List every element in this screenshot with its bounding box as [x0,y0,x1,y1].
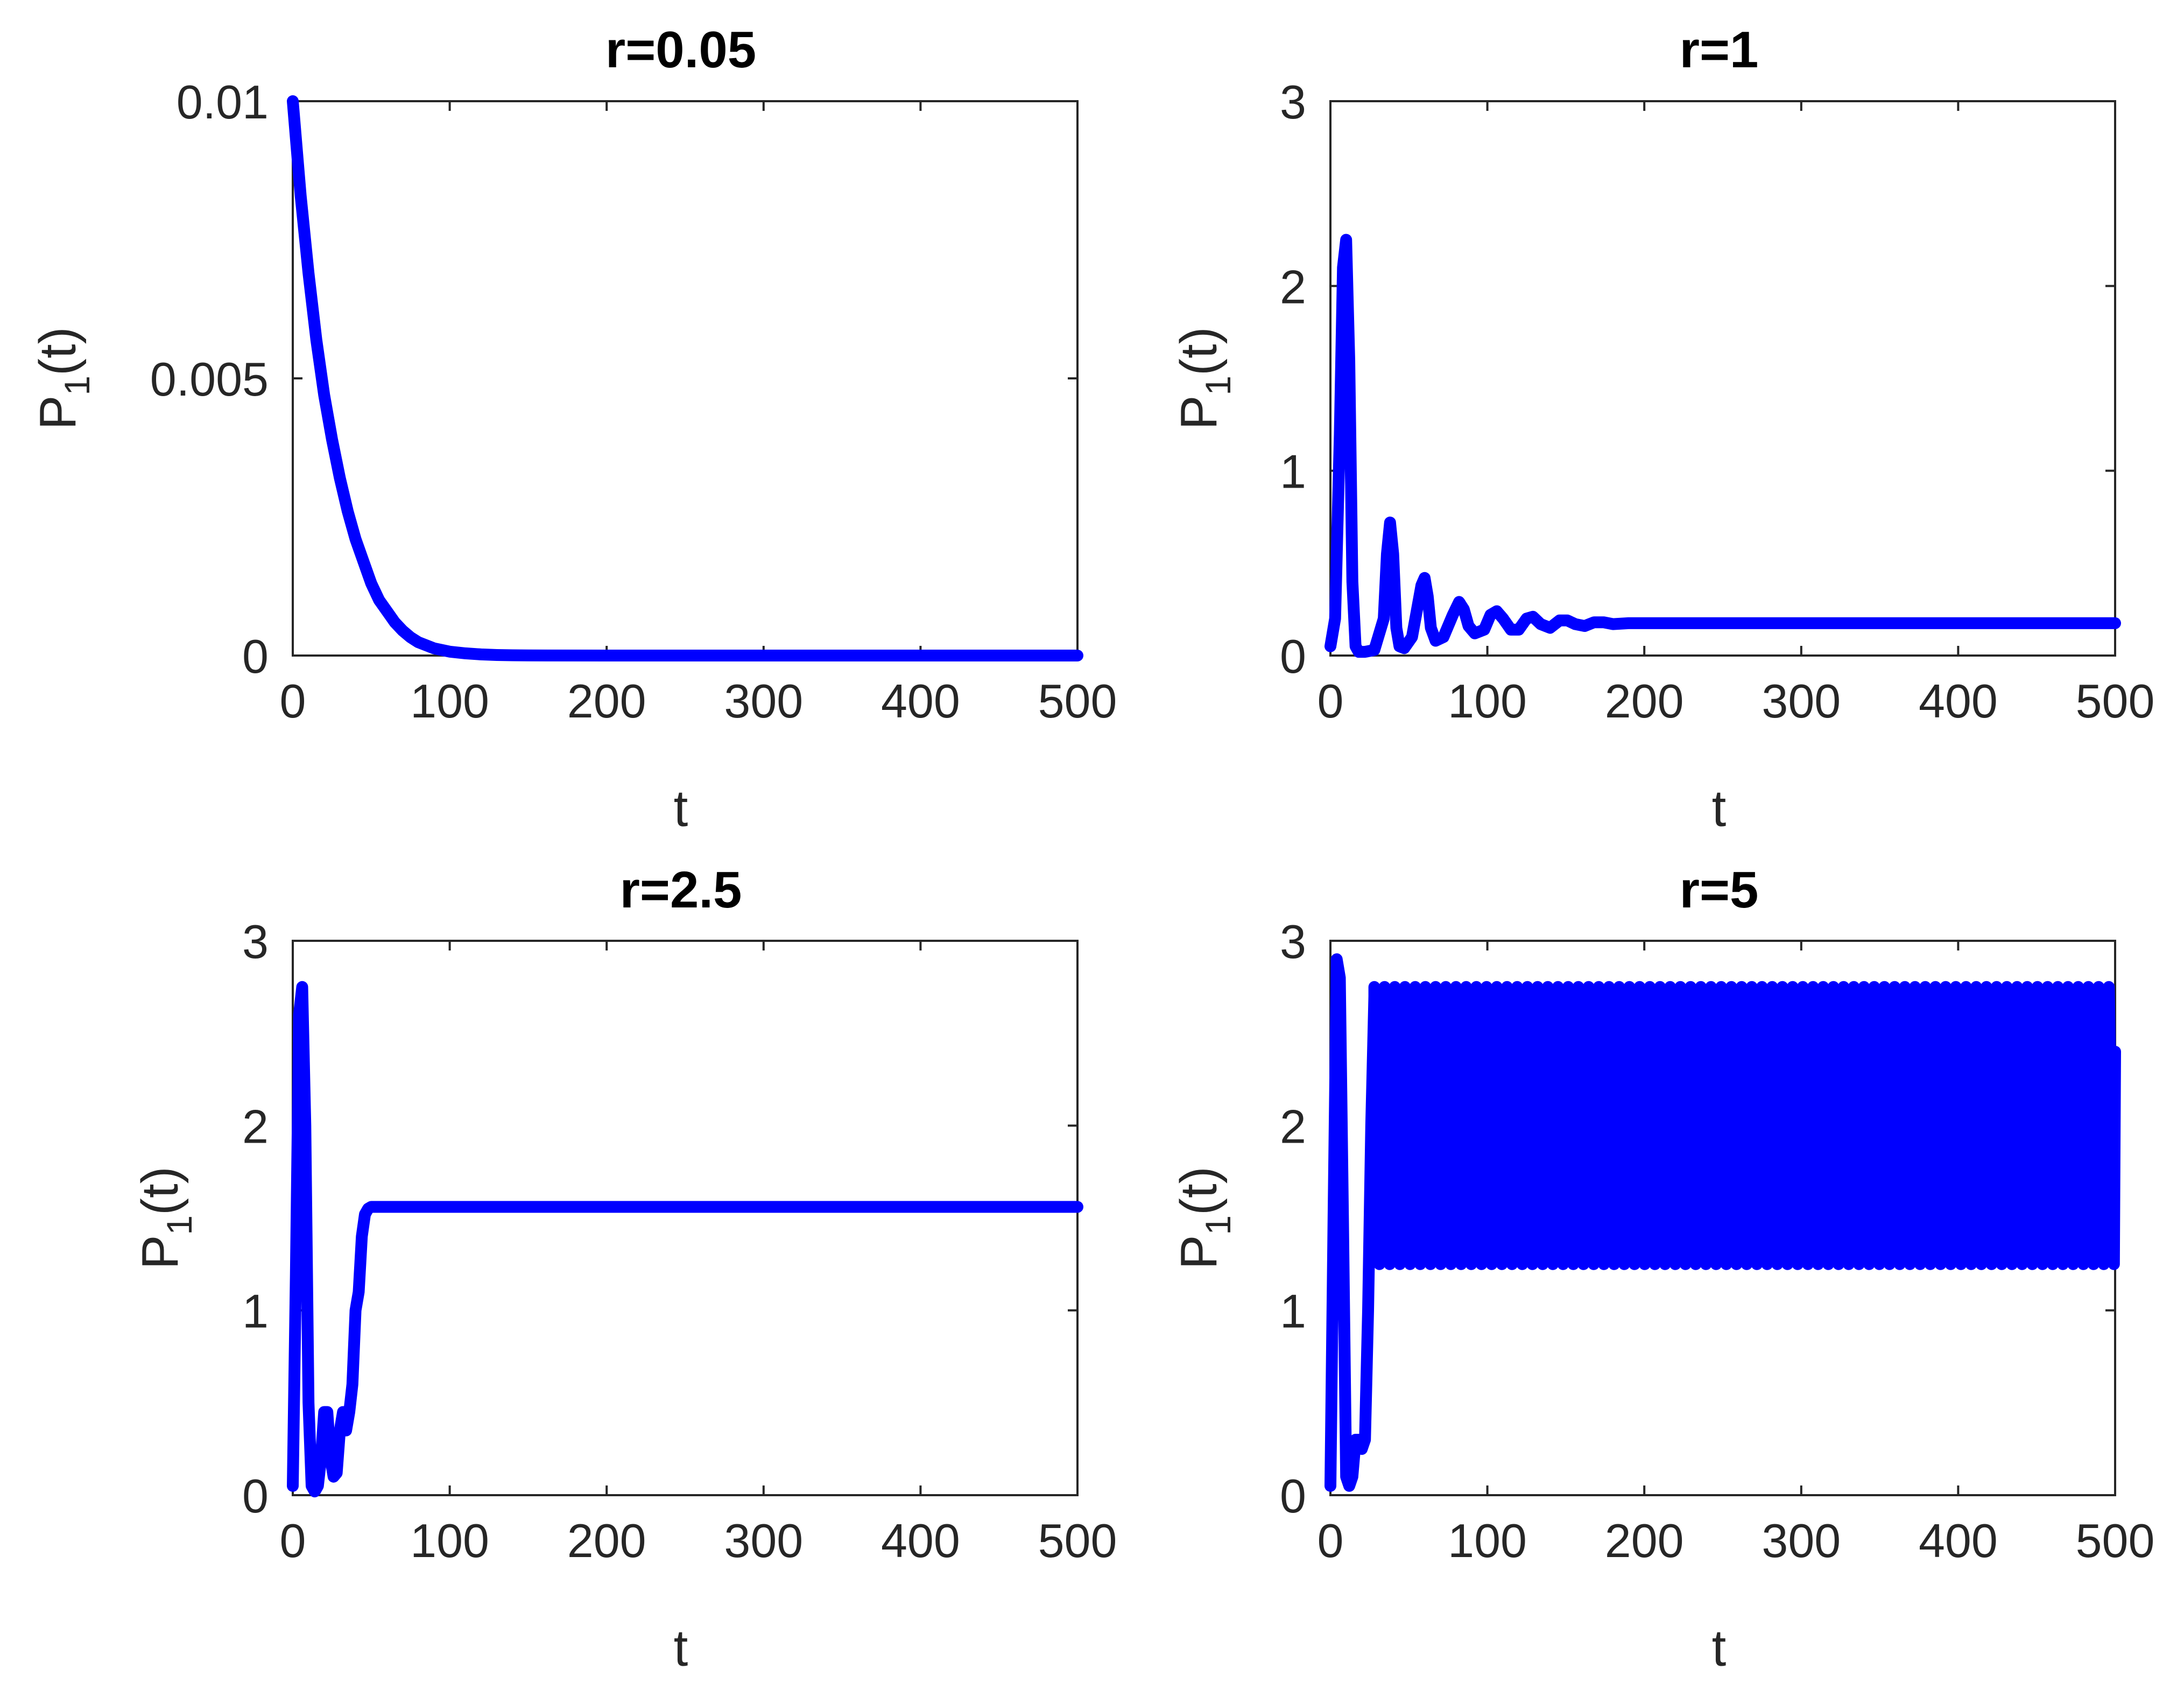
x-tick-label: 0 [1318,674,1344,728]
x-tick-label: 100 [410,674,489,728]
y-axis-label-suffix: (t) [29,327,87,376]
subplot-r-0-05: r=0.05 0 100 200 300 400 500 0 0.005 0.01 t P1(… [29,21,1117,837]
x-tick-label: 200 [567,1514,646,1567]
y-axis-label-subscript: 1 [57,376,97,396]
y-tick-label: 1 [1280,1285,1306,1338]
y-tick-labels: 0 1 2 3 [242,915,269,1523]
x-tick-label: 500 [1038,674,1117,728]
y-tick-label: 2 [242,1100,269,1153]
x-tick-label: 400 [881,1514,960,1567]
x-tick-labels: 0 100 200 300 400 500 [280,674,1117,728]
y-tick-label: 0 [1280,1469,1306,1523]
y-tick-labels: 0 0.005 0.01 [150,75,269,683]
y-axis-label-suffix: (t) [1170,327,1228,376]
y-tick-label: 3 [1280,915,1306,968]
y-tick-label: 0 [1280,630,1306,683]
series-line [1325,234,2121,658]
x-tick-label: 400 [1919,1514,1998,1567]
y-axis-label-suffix: (t) [1170,1166,1228,1215]
x-tick-label: 200 [1605,674,1684,728]
axes-frame [292,940,1079,1496]
y-axis-label-subscript: 1 [1198,376,1238,396]
y-axis-label-suffix: (t) [131,1166,189,1215]
y-tick-label: 3 [1280,75,1306,129]
x-tick-labels: 0 100 200 300 400 500 [1318,1514,2155,1567]
y-tick-label: 0 [242,630,269,683]
x-tick-label: 200 [1605,1514,1684,1567]
x-tick-labels: 0 100 200 300 400 500 [1318,674,2155,728]
y-axis-label: P1(t) [131,1166,199,1269]
y-axis-label: P1(t) [29,327,97,429]
y-tick-labels: 0 1 2 3 [1280,75,1306,683]
y-tick-label: 0.01 [177,75,269,129]
x-axis-label: t [1712,780,1727,837]
x-tick-label: 100 [1448,1514,1527,1567]
y-tick-label: 1 [1280,445,1306,498]
x-tick-label: 400 [881,674,960,728]
x-tick-label: 500 [1038,1514,1117,1567]
x-tick-label: 0 [280,1514,306,1567]
series-line [1325,953,2121,1492]
x-tick-label: 400 [1919,674,1998,728]
y-tick-label: 3 [242,915,269,968]
series-group [1325,234,2121,658]
x-tick-label: 100 [1448,674,1527,728]
y-tick-labels: 0 1 2 3 [1280,915,1306,1523]
x-tick-label: 100 [410,1514,489,1567]
y-tick-label: 2 [1280,1100,1306,1153]
x-tick-label: 300 [724,674,803,728]
x-tick-label: 0 [1318,1514,1344,1567]
x-axis-label: t [674,780,688,837]
x-tick-label: 500 [2076,1514,2155,1567]
axes-frame [292,100,1079,657]
series-line [287,981,1083,1498]
y-tick-label: 0.005 [150,353,269,406]
panel-title: r=1 [1680,21,1759,79]
y-tick-label: 2 [1280,260,1306,313]
x-tick-label: 300 [1762,674,1841,728]
panel-title: r=0.05 [605,21,756,79]
x-tick-label: 300 [1762,1514,1841,1567]
y-axis-label-main: P [1170,396,1228,430]
y-axis-label: P1(t) [1170,327,1238,429]
y-axis-label-main: P [1170,1235,1228,1270]
y-axis-label-main: P [131,1235,189,1270]
x-axis-label: t [674,1619,688,1677]
x-tick-label: 500 [2076,674,2155,728]
axes-frame [1329,100,2116,657]
y-axis-label-subscript: 1 [159,1215,199,1235]
y-tick-label: 1 [242,1285,269,1338]
tick-marks [292,100,1079,657]
x-axis-label: t [1712,1619,1727,1677]
y-tick-label: 0 [242,1469,269,1523]
x-tick-label: 200 [567,674,646,728]
series-group [287,95,1083,661]
y-axis-label-main: P [29,396,87,430]
y-axis-label: P1(t) [1170,1166,1238,1269]
tick-marks [292,940,1079,1496]
series-group [1325,953,2121,1492]
y-axis-label-subscript: 1 [1198,1215,1238,1235]
x-tick-label: 0 [280,674,306,728]
panel-title: r=2.5 [620,861,742,919]
tick-marks [1329,100,2116,657]
series-line [287,95,1083,661]
series-group [287,981,1083,1498]
panel-title: r=5 [1680,861,1759,919]
x-tick-label: 300 [724,1514,803,1567]
x-tick-labels: 0 100 200 300 400 500 [280,1514,1117,1567]
